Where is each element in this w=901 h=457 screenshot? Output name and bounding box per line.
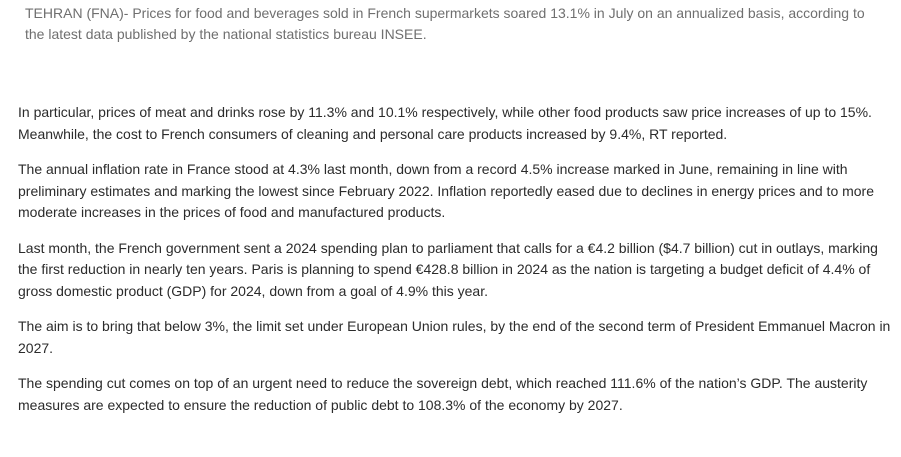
article-paragraph: Last month, the French government sent a…	[18, 239, 878, 299]
article-paragraph: The annual inflation rate in France stoo…	[18, 161, 875, 220]
article-paragraph: The aim is to bring that below 3%, the l…	[18, 318, 891, 356]
article-lead: TEHRAN (FNA)- Prices for food and bevera…	[25, 5, 865, 42]
article-paragraph: In particular, prices of meat and drinks…	[18, 104, 872, 142]
article-paragraph: The spending cut comes on top of an urge…	[18, 375, 868, 413]
article-body: In particular, prices of meat and drinks…	[18, 102, 893, 430]
